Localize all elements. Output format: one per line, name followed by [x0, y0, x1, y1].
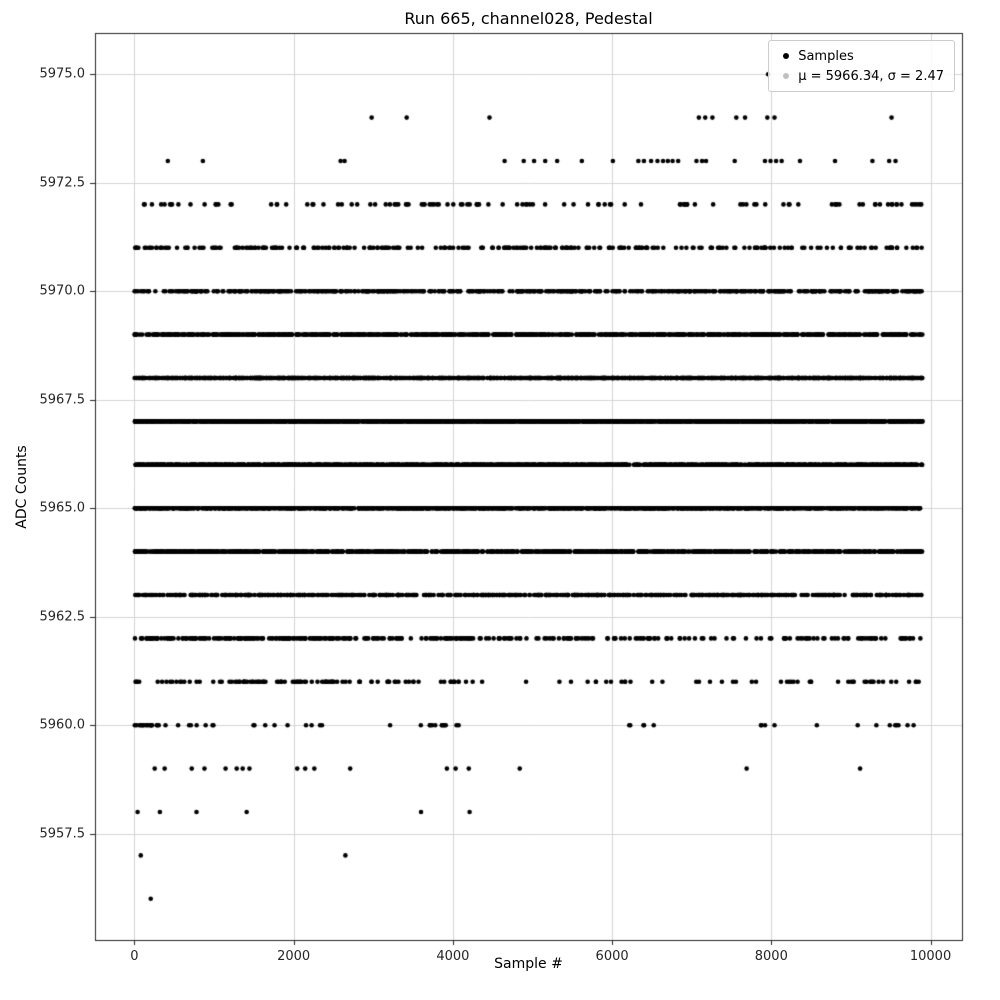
y-tick-label: 5962.5	[39, 609, 86, 625]
stats-marker-icon	[783, 73, 790, 79]
legend: Samples μ = 5966.34, σ = 2.47	[768, 40, 955, 92]
y-tick-label: 5970.0	[39, 283, 86, 299]
y-tick-label: 5960.0	[39, 717, 86, 733]
y-tick-label: 5957.5	[39, 826, 86, 842]
x-tick-label: 0	[130, 949, 139, 964]
x-tick-label: 6000	[595, 949, 629, 964]
x-tick-label: 8000	[754, 949, 788, 964]
x-axis-label: Sample #	[494, 956, 563, 972]
x-tick-label: 10000	[909, 949, 952, 964]
y-tick-label: 5972.5	[39, 175, 86, 191]
legend-entry-stats: μ = 5966.34, σ = 2.47	[777, 66, 944, 86]
legend-entry-samples: Samples	[777, 46, 944, 66]
x-tick-label: 4000	[436, 949, 470, 964]
y-tick-label: 5965.0	[39, 500, 86, 516]
y-axis-label: ADC Counts	[14, 445, 30, 529]
y-tick-label: 5975.0	[39, 66, 86, 82]
scatter-marker-icon	[783, 53, 790, 59]
y-tick-label: 5967.5	[39, 392, 86, 408]
x-tick-label: 2000	[277, 949, 311, 964]
chart-title: Run 665, channel028, Pedestal	[404, 9, 653, 28]
legend-label: Samples	[798, 48, 854, 64]
legend-stats-label: μ = 5966.34, σ = 2.47	[798, 68, 944, 84]
